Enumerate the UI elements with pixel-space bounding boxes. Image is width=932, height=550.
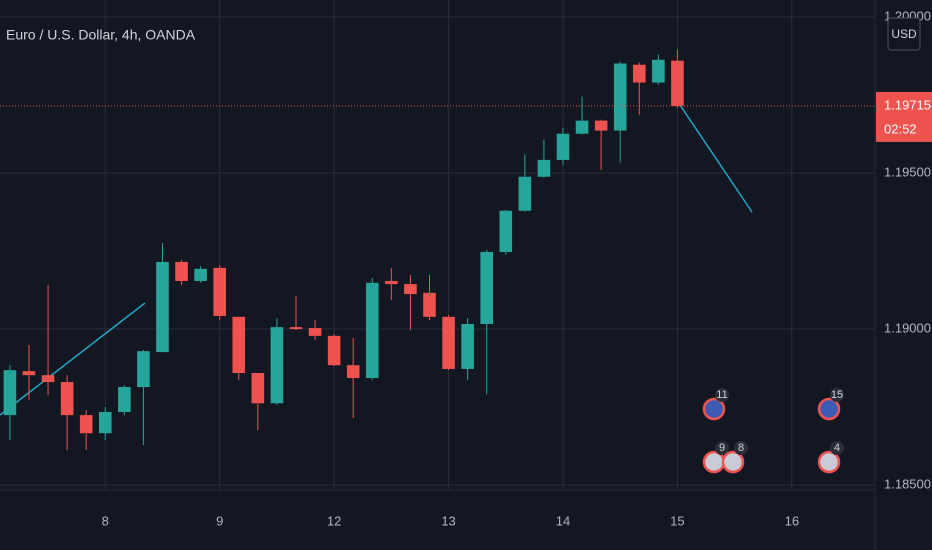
event-badge xyxy=(830,388,844,402)
candle-body xyxy=(652,59,665,83)
events: 11 15 9 8 4 xyxy=(702,388,844,474)
event-icon[interactable] xyxy=(721,450,745,474)
candle-body xyxy=(480,251,493,325)
candle-body xyxy=(594,120,608,131)
x-tick-label: 15 xyxy=(670,513,684,528)
candle-body xyxy=(518,176,532,211)
price-tag xyxy=(876,91,932,142)
candle-body xyxy=(461,324,474,369)
trend-line xyxy=(679,104,753,213)
candle-body xyxy=(60,382,74,416)
candle-body xyxy=(3,370,17,416)
candle-body xyxy=(289,327,303,330)
candle-body xyxy=(537,159,551,177)
candle-body xyxy=(232,316,246,373)
x-tick-label: 8 xyxy=(102,513,109,528)
candle-body xyxy=(671,60,684,106)
candle-body xyxy=(194,268,207,281)
currency-button[interactable] xyxy=(887,17,921,51)
countdown: 02:52 xyxy=(884,121,917,136)
candle-body xyxy=(41,375,55,383)
event-icon[interactable] xyxy=(817,450,841,474)
candle-body xyxy=(175,261,188,281)
x-tick-label: 9 xyxy=(216,513,223,528)
candle-body xyxy=(632,64,646,83)
candle-body xyxy=(575,120,589,134)
y-tick-label: 1.19500 xyxy=(884,164,931,179)
x-tick-label: 14 xyxy=(556,513,570,528)
event-badge xyxy=(830,441,844,455)
candle-body xyxy=(404,284,417,295)
event-icon[interactable] xyxy=(702,450,726,474)
candle-body xyxy=(98,411,112,434)
event-badge xyxy=(715,388,729,402)
y-tick-label: 1.18500 xyxy=(884,476,931,491)
x-tick-label: 12 xyxy=(327,513,341,528)
event-count: 8 xyxy=(738,442,744,454)
candle-body xyxy=(79,415,93,434)
currency-label[interactable]: USD xyxy=(891,27,917,41)
candle-body xyxy=(156,261,169,353)
event-count: 4 xyxy=(834,442,840,454)
candle-body xyxy=(137,351,150,388)
event-badge xyxy=(734,441,748,455)
trend-line xyxy=(0,302,146,416)
candle-body xyxy=(346,365,360,378)
event-icon[interactable] xyxy=(817,397,841,421)
grid xyxy=(0,0,875,490)
event-icon[interactable] xyxy=(702,397,726,421)
candle-body xyxy=(613,63,627,131)
candle-body xyxy=(499,210,513,252)
candle-body xyxy=(327,335,341,366)
candle-body xyxy=(365,282,379,378)
candle-body xyxy=(118,387,131,412)
candle-body xyxy=(22,371,36,376)
candle-body xyxy=(423,292,436,317)
event-count: 15 xyxy=(831,389,843,401)
event-count: 9 xyxy=(719,442,725,454)
price-label: 1.19715 xyxy=(884,97,931,112)
y-tick-label: 1.19000 xyxy=(884,320,931,335)
candle-body xyxy=(385,280,398,285)
candle-body xyxy=(442,316,455,369)
event-badge xyxy=(715,441,729,455)
candle-body xyxy=(213,267,226,316)
x-tick-label: 16 xyxy=(785,513,799,528)
chart-title: Euro / U.S. Dollar, 4h, OANDA xyxy=(6,27,196,43)
candles xyxy=(0,49,875,451)
candle-body xyxy=(251,372,265,404)
x-tick-label: 13 xyxy=(441,513,455,528)
candle-body xyxy=(270,327,284,404)
event-count: 11 xyxy=(716,389,727,401)
candle-body xyxy=(556,133,570,160)
candle-body xyxy=(308,328,322,336)
